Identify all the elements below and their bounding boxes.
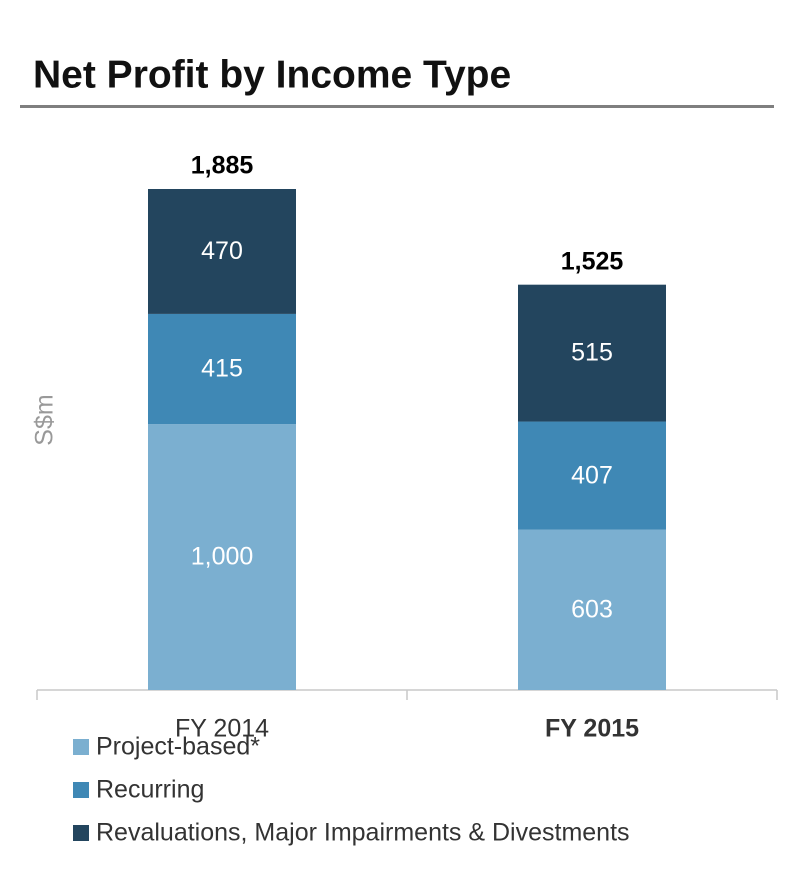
legend-label: Revaluations, Major Impairments & Divest… [96,819,630,847]
bar-segment [518,529,666,690]
title-rule [20,105,774,108]
bar-segment [148,189,296,314]
bar-segment [518,284,666,422]
y-axis-label: S$m [31,394,59,445]
segment-label: 415 [201,355,243,383]
x-tick-label: FY 2014 [175,715,269,743]
legend-label: Recurring [96,776,204,804]
segment-label: 470 [201,237,243,265]
legend-swatch [73,825,89,841]
legend-swatch [73,782,89,798]
segment-label: 603 [571,595,613,623]
total-label: 1,525 [561,247,624,275]
segment-label: 407 [571,461,613,489]
x-tick-label: FY 2015 [545,715,639,743]
bar-segment [518,421,666,530]
total-label: 1,885 [191,152,254,180]
bar-segment [148,313,296,425]
segment-label: 515 [571,339,613,367]
chart-title: Net Profit by Income Type [33,53,511,96]
segment-label: 1,000 [191,543,254,571]
legend-label: Project-based* [96,733,260,761]
bar-segment [148,424,296,690]
legend-swatch [73,739,89,755]
